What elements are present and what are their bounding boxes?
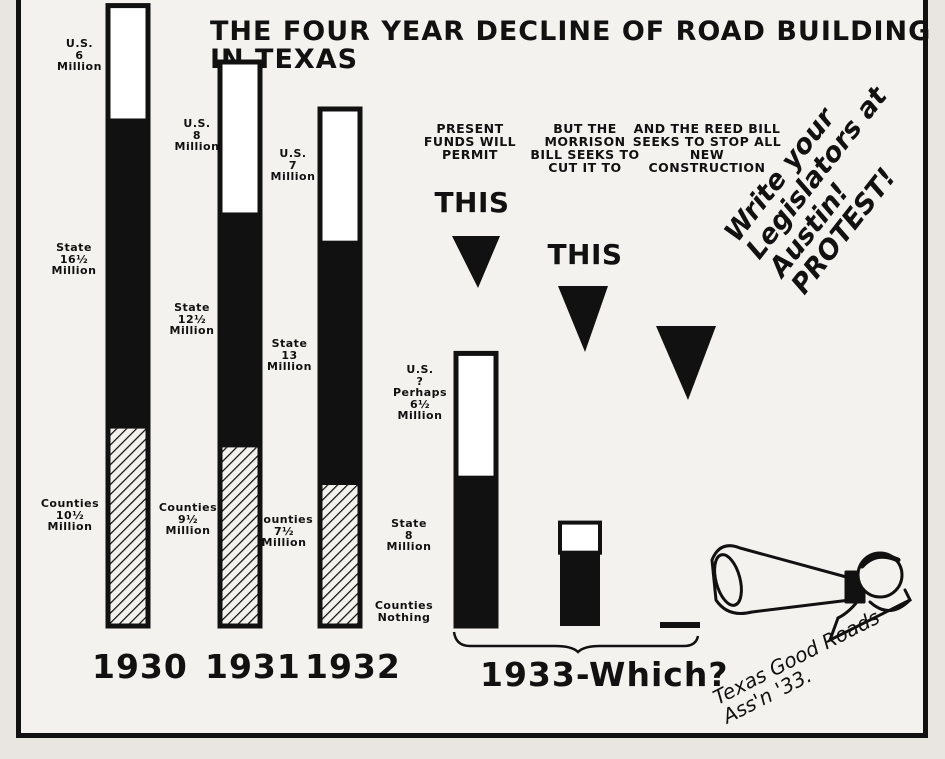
bar-outline-0 [105, 3, 151, 629]
down-arrow-icon [558, 286, 608, 352]
bar-us-3 [456, 353, 496, 476]
bar-label-counties-1930: Counties 10½ Million [40, 497, 100, 534]
bar-label-state-1933: State 8 Million [386, 517, 432, 554]
bar-label-state-1930: State 16½ Million [51, 241, 97, 278]
bar-us-2 [320, 109, 360, 241]
bar-label-us-1930: U.S. 6 Million [57, 37, 102, 74]
bar-outline-3 [453, 350, 499, 629]
bar-label-us-1933: U.S. ? Perhaps 6½ Million [392, 363, 448, 423]
scenario-caption-3: And The Reed Bill Seeks to Stop ALL New … [632, 121, 782, 176]
shouting-man-figure [827, 551, 913, 644]
bar-counties-1 [220, 447, 260, 626]
bar-label-state-1932: State 13 Million [267, 337, 312, 374]
scenario-emphasis-2: THIS [547, 238, 623, 271]
bar-state-2 [320, 240, 360, 485]
bar-label-counties-1931: Counties 9½ Million [158, 501, 218, 538]
scenario-bar-us-1 [558, 520, 602, 555]
down-arrow-icon [656, 326, 716, 400]
bar-outline-2 [317, 106, 363, 629]
year-label-1932: 1932 [305, 647, 401, 686]
down-arrow-icon [452, 236, 500, 288]
bar-label-counties-1933: Counties Nothing [374, 599, 434, 624]
bar-label-us-1932: U.S. 7 Million [270, 147, 316, 184]
year-label-1930: 1930 [92, 647, 188, 686]
bracket-1933 [452, 631, 700, 654]
scenario-caption-1: Present Funds Will Permit [423, 121, 517, 163]
year-label-1931: 1931 [205, 647, 301, 686]
scenario-bar-state-1 [560, 552, 600, 626]
chart-title: The Four Year Decline of Road Building i… [210, 16, 932, 76]
scenario-bar-nothing-2 [660, 622, 700, 628]
bar-state-0 [108, 118, 148, 429]
bar-us-0 [108, 5, 148, 119]
bar-label-state-1931: State 12½ Million [169, 301, 215, 338]
bar-label-us-1931: U.S. 8 Million [174, 117, 220, 154]
bar-us-1 [220, 62, 260, 213]
bar-label-counties-1932: Counties 7½ Million [254, 513, 314, 550]
scenario-caption-2: But the Morrison Bill Seeks To Cut It To [530, 121, 640, 176]
bar-state-1 [220, 212, 260, 448]
bar-state-3 [456, 475, 496, 626]
year-label-1933: 1933-Which? [480, 655, 729, 694]
megaphone-icon [710, 544, 866, 615]
bar-counties-2 [320, 485, 360, 626]
bar-counties-0 [108, 428, 148, 626]
scenario-emphasis-1: THIS [434, 186, 510, 219]
bar-outline-1 [217, 59, 263, 629]
